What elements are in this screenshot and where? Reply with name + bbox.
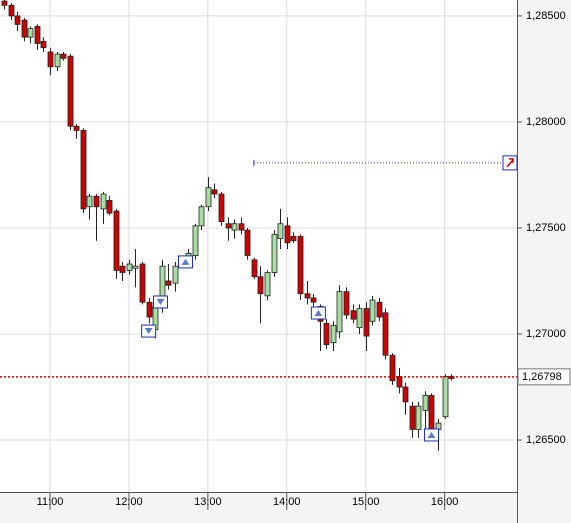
candle-body — [119, 265, 126, 273]
candle-body — [106, 200, 113, 214]
candle-body — [93, 195, 100, 208]
candle-body — [100, 193, 107, 210]
candle-body — [211, 189, 218, 195]
last-price-box — [517, 368, 571, 386]
candle-body — [165, 280, 172, 286]
candle-body — [205, 187, 212, 208]
trade-marker — [152, 295, 168, 309]
trade-arrow — [144, 328, 153, 335]
y-tick-label: 1,26500 — [526, 434, 566, 446]
candle-body — [251, 259, 258, 278]
candle-body — [264, 272, 271, 297]
candle-body — [389, 354, 396, 382]
y-tick-label: 1,27000 — [526, 328, 566, 340]
candle-body — [422, 395, 429, 411]
candle-body — [126, 263, 133, 271]
candle-body — [396, 376, 403, 388]
candle-body — [238, 223, 245, 231]
candle-body — [310, 297, 317, 303]
candle-body — [369, 299, 376, 322]
x-tick-label: 14:00 — [273, 496, 301, 508]
candle-body — [402, 386, 409, 403]
trade-arrow — [156, 298, 165, 305]
candle-body — [198, 206, 205, 227]
candle-body — [146, 301, 153, 318]
candle-body — [218, 193, 225, 223]
candle-body — [1, 0, 8, 6]
candle-body — [336, 291, 343, 333]
candle-body — [290, 236, 297, 242]
candle-body — [8, 4, 15, 17]
y-tick-label: 1,27500 — [526, 222, 566, 234]
candle-body — [47, 51, 54, 68]
candle-body — [442, 376, 449, 418]
candle-body — [139, 263, 146, 303]
trade-marker — [423, 428, 439, 442]
trade-arrow — [181, 258, 190, 265]
candle-body — [34, 26, 41, 44]
order-icon — [506, 158, 514, 168]
trade-marker — [310, 306, 326, 320]
plot — [1, 0, 455, 451]
y-tick-label: 1,28000 — [526, 116, 566, 128]
candle-body — [356, 308, 363, 329]
candle-body — [113, 210, 120, 271]
candle-body — [244, 229, 251, 256]
y-tick-label: 1,28500 — [526, 10, 566, 22]
time-axis-panel — [0, 492, 517, 523]
candle-body — [297, 236, 304, 295]
trade-marker — [177, 255, 193, 269]
candle-body — [54, 53, 61, 68]
candle-body — [304, 293, 311, 299]
candle-body — [21, 19, 28, 38]
x-tick-label: 12:00 — [115, 496, 143, 508]
candle-body — [60, 53, 67, 59]
grid — [0, 0, 517, 492]
trade-arrow — [427, 431, 436, 438]
candle-body — [40, 40, 47, 49]
x-tick-label: 15:00 — [352, 496, 380, 508]
candle-body — [192, 225, 199, 256]
candle-body — [257, 276, 264, 295]
candle-body — [132, 265, 139, 269]
trade-arrow — [314, 310, 323, 317]
candle-body — [284, 225, 291, 244]
candle-body — [172, 265, 179, 284]
candle-body — [14, 15, 21, 25]
x-tick-label: 13:00 — [194, 496, 222, 508]
candle-body — [330, 325, 337, 343]
trade-marker — [141, 324, 157, 338]
candle-body — [231, 223, 238, 231]
candle-body — [27, 28, 34, 38]
candle-body — [277, 223, 284, 239]
candle-body — [67, 55, 74, 127]
candle-body — [376, 301, 383, 318]
candle-body — [415, 405, 422, 430]
candle-body — [225, 223, 232, 229]
candle-body — [382, 312, 389, 356]
candle-body — [343, 291, 350, 316]
candle-body — [271, 233, 278, 273]
candle-body — [80, 130, 87, 210]
candle-body — [323, 323, 330, 346]
candle-body — [409, 405, 416, 430]
candle-body — [363, 308, 370, 337]
last-price-label: 1,26798 — [522, 371, 562, 383]
candle-body — [73, 125, 80, 131]
x-tick-label: 11:00 — [37, 496, 64, 508]
candle-body — [428, 395, 435, 432]
candle-body — [350, 310, 357, 320]
candle-body — [86, 195, 93, 208]
x-tick-label: 16:00 — [431, 496, 459, 508]
price-axis-panel — [517, 0, 571, 523]
